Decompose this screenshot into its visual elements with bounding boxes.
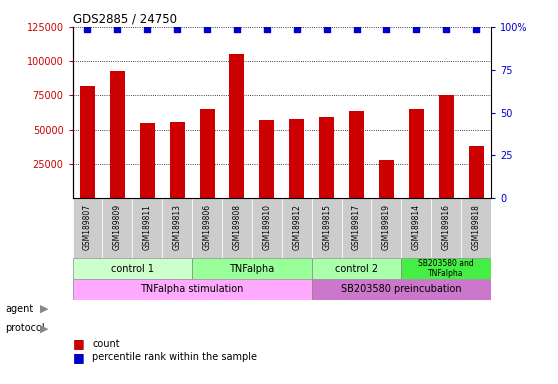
Text: GSM189817: GSM189817 — [352, 204, 361, 250]
Bar — [431, 199, 461, 258]
Bar — [80, 86, 95, 199]
Bar — [110, 71, 125, 199]
Point — [203, 25, 211, 31]
Point — [322, 25, 331, 31]
Bar — [469, 146, 484, 199]
Bar — [409, 109, 424, 199]
Text: GSM189814: GSM189814 — [412, 204, 421, 250]
Text: TNFalpha: TNFalpha — [229, 264, 275, 274]
Bar — [200, 109, 214, 199]
Point — [382, 25, 391, 31]
Point — [472, 25, 480, 31]
Bar — [192, 199, 222, 258]
Point — [352, 25, 361, 31]
Text: SB203580 and
TNFalpha: SB203580 and TNFalpha — [418, 259, 474, 278]
Text: GSM189813: GSM189813 — [172, 204, 182, 250]
Bar — [319, 118, 334, 199]
Text: control 1: control 1 — [111, 264, 154, 274]
Point — [113, 25, 122, 31]
Bar — [73, 279, 312, 300]
Bar — [192, 258, 312, 279]
Bar — [170, 121, 185, 199]
Text: GSM189818: GSM189818 — [472, 204, 480, 250]
Point — [412, 25, 421, 31]
Bar — [312, 258, 401, 279]
Text: count: count — [92, 339, 120, 349]
Text: GSM189812: GSM189812 — [292, 204, 301, 250]
Point — [442, 25, 451, 31]
Bar — [379, 160, 394, 199]
Point — [292, 25, 301, 31]
Bar — [252, 199, 282, 258]
Bar — [259, 120, 275, 199]
Text: GSM189816: GSM189816 — [442, 204, 451, 250]
Text: GSM189807: GSM189807 — [83, 204, 92, 250]
Text: GSM189810: GSM189810 — [262, 204, 271, 250]
Bar — [73, 199, 103, 258]
Bar — [132, 199, 162, 258]
Bar — [312, 279, 491, 300]
Bar — [162, 199, 192, 258]
Point — [143, 25, 152, 31]
Text: SB203580 preincubation: SB203580 preincubation — [341, 284, 461, 294]
Bar — [401, 199, 431, 258]
Text: ▶: ▶ — [40, 304, 49, 314]
Bar — [372, 199, 401, 258]
Point — [233, 25, 242, 31]
Text: GSM189806: GSM189806 — [203, 204, 211, 250]
Text: ■: ■ — [73, 337, 84, 350]
Bar — [341, 199, 372, 258]
Text: GSM189809: GSM189809 — [113, 204, 122, 250]
Bar — [282, 199, 312, 258]
Text: ▶: ▶ — [40, 323, 49, 333]
Text: control 2: control 2 — [335, 264, 378, 274]
Bar — [439, 96, 454, 199]
Bar — [349, 111, 364, 199]
Text: GSM189808: GSM189808 — [233, 204, 242, 250]
Text: GSM189815: GSM189815 — [322, 204, 331, 250]
Bar — [73, 258, 192, 279]
Text: GSM189819: GSM189819 — [382, 204, 391, 250]
Bar — [140, 123, 155, 199]
Bar — [312, 199, 341, 258]
Bar — [222, 199, 252, 258]
Text: GDS2885 / 24750: GDS2885 / 24750 — [73, 13, 176, 26]
Point — [262, 25, 271, 31]
Bar — [461, 199, 491, 258]
Bar — [103, 199, 132, 258]
Text: agent: agent — [6, 304, 34, 314]
Point — [173, 25, 182, 31]
Point — [83, 25, 92, 31]
Bar — [229, 54, 244, 199]
Text: ■: ■ — [73, 351, 84, 364]
Bar — [401, 258, 491, 279]
Text: percentile rank within the sample: percentile rank within the sample — [92, 352, 257, 362]
Bar — [289, 119, 304, 199]
Text: TNFalpha stimulation: TNFalpha stimulation — [141, 284, 244, 294]
Text: GSM189811: GSM189811 — [143, 204, 152, 250]
Text: protocol: protocol — [6, 323, 45, 333]
